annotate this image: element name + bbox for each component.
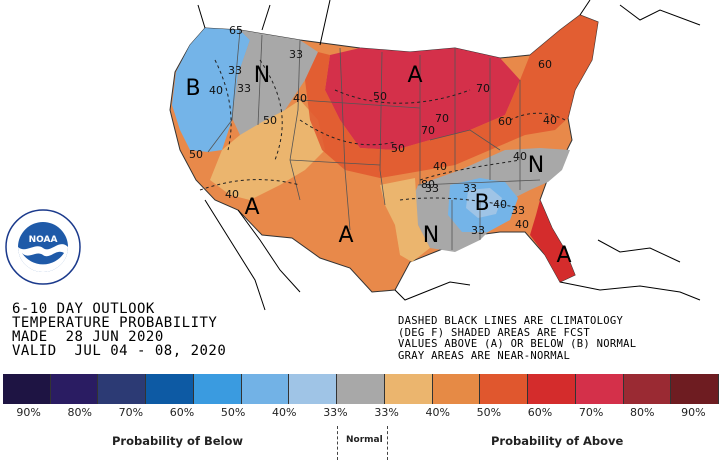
contour-label: 33 (237, 82, 251, 95)
map-letter: A (407, 63, 422, 88)
normal-caption: Normal (346, 435, 383, 445)
contour-label: 40 (209, 84, 223, 97)
climatology-contours (199, 59, 566, 209)
noaa-center-text: NOAA (29, 235, 58, 245)
south-light (380, 178, 430, 262)
legend-swatch (146, 374, 194, 404)
se-below-core (466, 188, 502, 218)
contour-label: 80 (421, 178, 435, 191)
contour-label: 33 (471, 224, 485, 237)
title-line: VALID JUL 04 - 08, 2020 (12, 343, 227, 359)
contour-label: 50 (373, 90, 387, 103)
title-line: 6-10 DAY OUTLOOK (12, 301, 155, 317)
legend-label: 40% (425, 406, 450, 419)
note-line: (DEG F) SHADED AREAS ARE FCST (398, 326, 591, 339)
map-letter: A (244, 195, 259, 220)
nw-normal-region (232, 30, 318, 135)
legend-swatch (50, 374, 99, 404)
legend-label: 70% (578, 406, 604, 419)
legend-swatch (384, 374, 433, 404)
west-light-above (210, 100, 325, 200)
legend-swatch (3, 374, 51, 404)
map-letter: N (423, 223, 439, 248)
north-high-above (325, 48, 520, 150)
legend-label: 60% (169, 406, 195, 419)
contour-label: 50 (391, 142, 405, 155)
border-lines (197, 0, 701, 311)
title-line: MADE 28 JUN 2020 (12, 329, 164, 345)
contour-label: 33 (463, 182, 477, 195)
north-above-ring (305, 15, 598, 178)
contour-label: 40 (543, 114, 557, 127)
contour-label: 60 (538, 58, 552, 71)
legend-swatch (98, 374, 147, 404)
legend-label: 33% (323, 406, 348, 419)
contour-label: 33 (228, 64, 242, 77)
legend-swatch (289, 374, 338, 404)
map-letter: A (338, 223, 353, 248)
contour-label: 50 (263, 114, 277, 127)
legend-label: 70% (118, 406, 144, 419)
legend-label: 33% (374, 406, 399, 419)
title-line: TEMPERATURE PROBABILITY (12, 315, 218, 331)
legend-label: 80% (630, 406, 655, 419)
legend-swatch (671, 374, 720, 404)
contour-label: 40 (433, 160, 447, 173)
contour-label: 50 (189, 148, 203, 161)
contour-label: 33 (425, 182, 439, 195)
contour-label: 40 (225, 188, 239, 201)
legend-swatch (575, 374, 624, 404)
pnw-below-region (172, 28, 250, 152)
map-letter: N (254, 63, 270, 88)
contour-label: 70 (435, 112, 449, 125)
map-letter: B (474, 191, 489, 216)
contour-label: 33 (511, 204, 525, 217)
legend-divider-right (387, 426, 388, 460)
state-lines (207, 29, 541, 250)
legend-label: 90% (681, 406, 706, 419)
legend-label: 40% (272, 406, 297, 419)
climatology-note: DASHED BLACK LINES ARE CLIMATOLOGY (DEG F… (398, 315, 637, 362)
contour-label: 60 (498, 115, 512, 128)
above-caption: Probability of Above (491, 434, 624, 448)
legend-swatch (528, 374, 576, 404)
note-line: VALUES ABOVE (A) OR BELOW (B) NORMAL (398, 338, 637, 350)
note-line: GRAY AREAS ARE NEAR-NORMAL (398, 349, 571, 362)
legend-swatch (193, 374, 242, 404)
contour-label: 70 (421, 124, 435, 137)
legend-label: 50% (476, 406, 502, 419)
legend-swatch (432, 374, 481, 404)
contour-label: 40 (293, 92, 307, 105)
legend-color-bar (3, 374, 720, 404)
legend-label: 80% (67, 406, 92, 419)
legend-label: 90% (16, 406, 41, 419)
contour-label: 33 (289, 48, 303, 61)
legend-swatch (337, 374, 385, 404)
contour-label: 40 (513, 150, 527, 163)
legend-label: 50% (220, 406, 246, 419)
legend-divider-left (337, 426, 338, 460)
noaa-logo: NOAA (5, 209, 81, 285)
map-letter: A (556, 243, 571, 268)
legend-swatch (480, 374, 529, 404)
contour-label: 70 (476, 82, 490, 95)
legend-label: 60% (527, 406, 553, 419)
contour-label: 40 (493, 198, 507, 211)
legend-swatch (241, 374, 290, 404)
below-caption: Probability of Below (112, 434, 243, 448)
fl-above-region (530, 200, 575, 282)
note-line: DASHED BLACK LINES ARE CLIMATOLOGY (398, 315, 624, 327)
map-letter: N (528, 153, 544, 178)
contour-label: 40 (515, 218, 529, 231)
outlook-title-block: 6-10 DAY OUTLOOK TEMPERATURE PROBABILITY M… (12, 302, 226, 358)
legend-labels: 90% 80% 70% 60% 50% 40% 33% 33% 40% 50% … (3, 406, 719, 422)
contour-label: 65 (229, 24, 243, 37)
outlook-map: B N A A A N N B A 65 33 33 40 40 50 33 6… (169, 0, 701, 311)
map-letter: B (185, 76, 200, 101)
legend-swatch (623, 374, 672, 404)
